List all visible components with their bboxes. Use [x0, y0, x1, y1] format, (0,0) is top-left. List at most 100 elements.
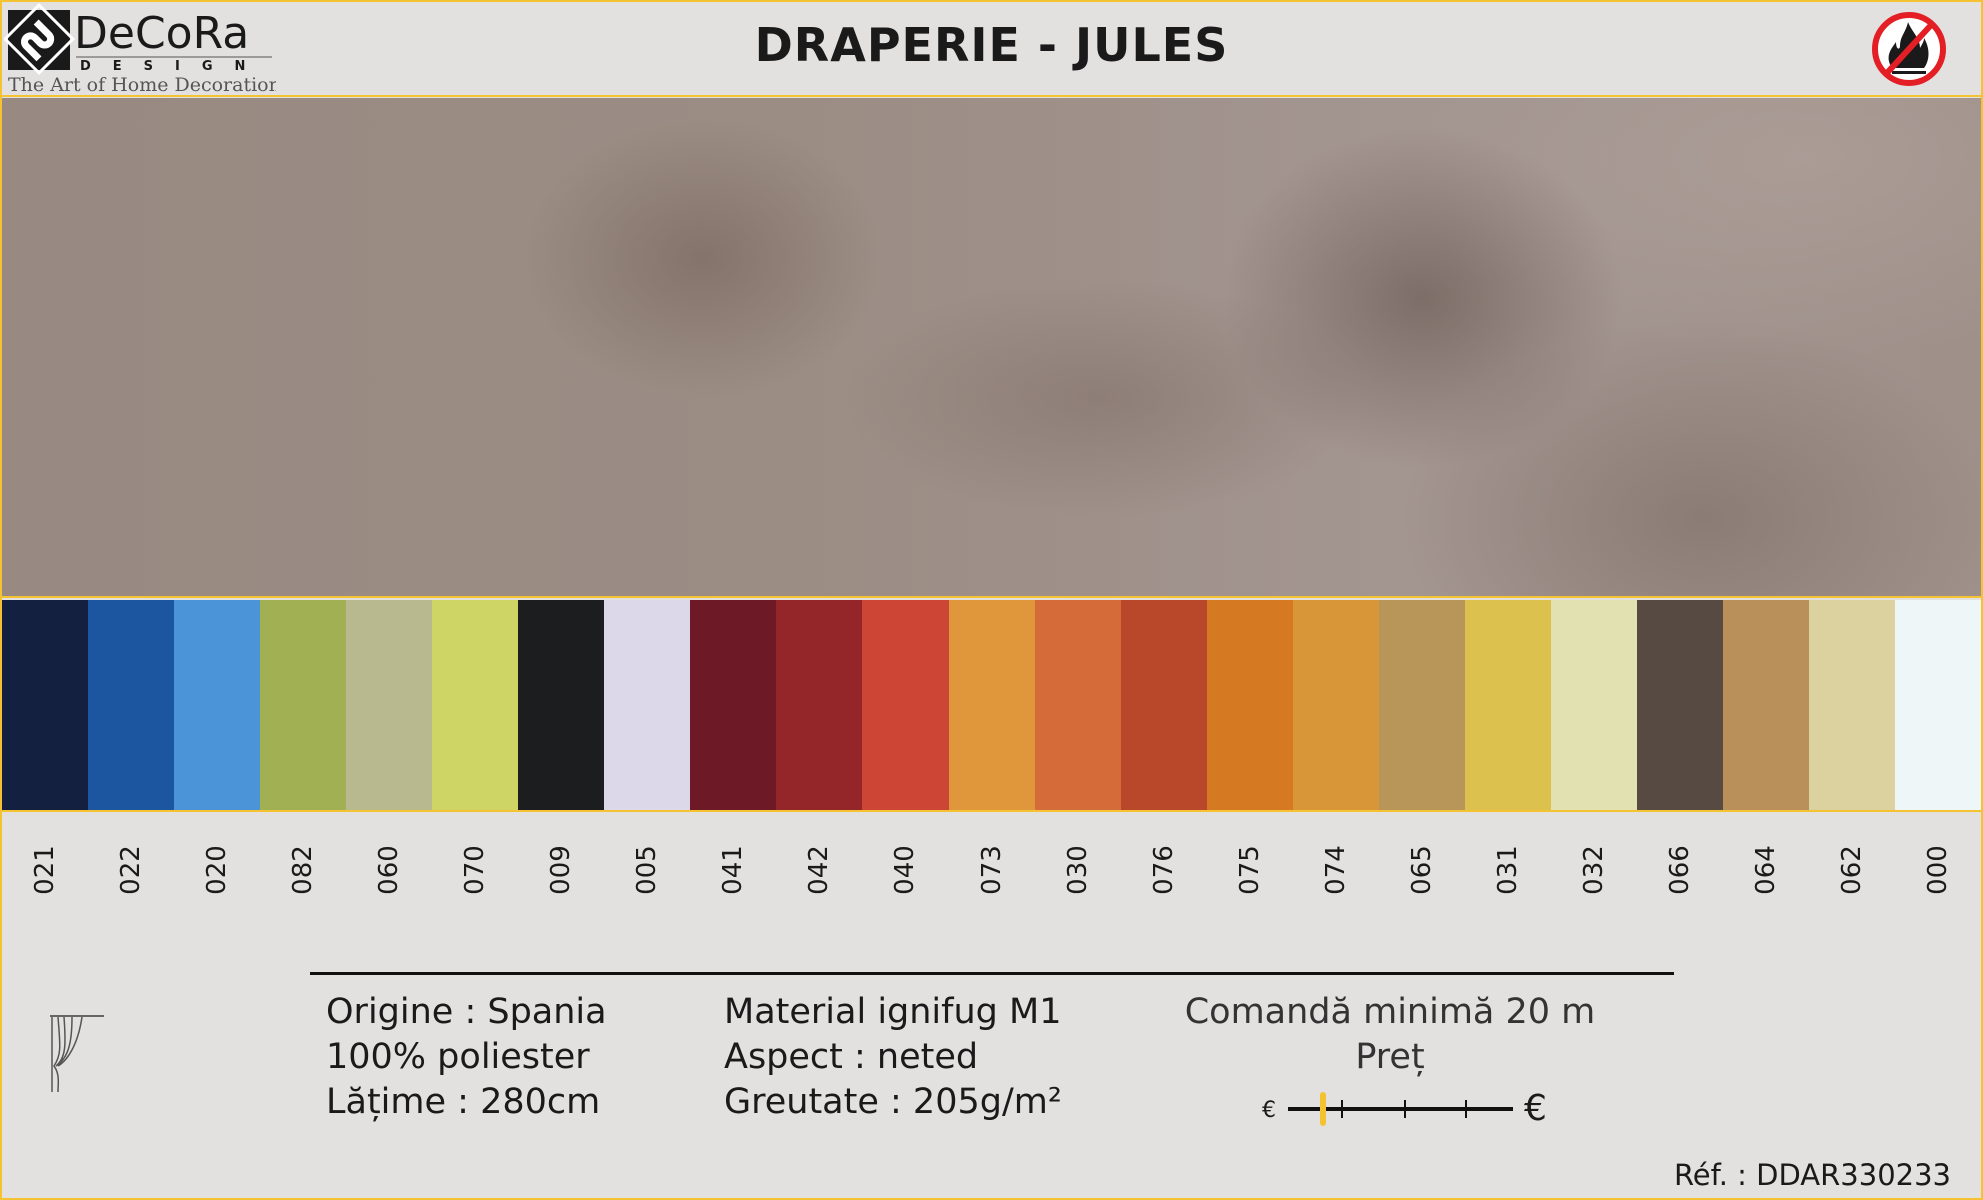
price-scale: € € [1262, 1088, 1562, 1130]
header: DeCoRa DESIGN The Art of Home Decoration… [0, 0, 1983, 97]
info-col-3: Comandă minimă 20 m Preț [1170, 990, 1610, 1080]
swatch-064 [1722, 600, 1809, 810]
no-fire-icon [1872, 12, 1946, 86]
swatch-code: 073 [976, 845, 1007, 895]
swatch-label: 073 [949, 830, 1035, 910]
swatch-code: 030 [1062, 845, 1093, 895]
swatch-code: 064 [1750, 845, 1781, 895]
svg-text:The Art of Home Decoration: The Art of Home Decoration [8, 74, 276, 96]
price-tick [1341, 1100, 1343, 1118]
divider [310, 972, 1674, 975]
swatch-code: 062 [1837, 845, 1867, 895]
page-title: DRAPERIE - JULES [754, 18, 1229, 72]
swatch-code: 066 [1664, 845, 1695, 895]
swatch-label: 031 [1465, 830, 1551, 910]
swatch-label: 074 [1293, 830, 1379, 910]
swatch-code: 000 [1923, 845, 1954, 895]
swatch-code: 075 [1234, 845, 1265, 895]
swatch-005 [604, 600, 691, 810]
swatch-009 [518, 600, 605, 810]
swatch-code: 076 [1148, 845, 1179, 895]
swatch-label: 041 [690, 830, 776, 910]
swatch-codes: 021 022 020 082 060 070 009 005 041 042 040 073 030 0… [2, 830, 1981, 910]
swatch-label: 032 [1551, 830, 1637, 910]
swatch-040 [862, 600, 949, 810]
aspect: Aspect : neted [724, 1037, 979, 1077]
swatch-066 [1636, 600, 1723, 810]
info-col-2: Material ignifug M1 Aspect : neted Greut… [724, 990, 1062, 1125]
swatch-065 [1378, 600, 1465, 810]
swatch-label: 070 [432, 830, 518, 910]
origin: Origine : Spania [326, 992, 607, 1032]
swatch-label: 042 [776, 830, 862, 910]
swatch-060 [346, 600, 433, 810]
svg-text:DeCoRa: DeCoRa [74, 8, 249, 59]
swatch-label: 065 [1379, 830, 1465, 910]
swatch-label: 000 [1895, 830, 1981, 910]
price-tick [1465, 1100, 1467, 1118]
swatch-070 [432, 600, 519, 810]
swatch-020 [174, 600, 261, 810]
swatch-label: 060 [346, 830, 432, 910]
swatch-082 [260, 600, 347, 810]
swatch-label: 030 [1035, 830, 1121, 910]
swatch-042 [776, 600, 863, 810]
fire-rating: Material ignifug M1 [724, 992, 1062, 1032]
swatch-041 [690, 600, 777, 810]
swatch-label: 064 [1723, 830, 1809, 910]
swatch-label: 009 [518, 830, 604, 910]
swatch-074 [1292, 600, 1379, 810]
swatch-label: 076 [1121, 830, 1207, 910]
swatch-022 [88, 600, 175, 810]
swatch-code: 082 [288, 845, 319, 895]
price-low-symbol: € [1262, 1098, 1276, 1123]
swatch-label: 062 [1809, 830, 1895, 910]
swatch-076 [1120, 600, 1207, 810]
swatch-code: 041 [718, 845, 749, 895]
swatch-code: 009 [546, 845, 577, 895]
swatch-code: 005 [632, 845, 663, 895]
swatch-030 [1034, 600, 1121, 810]
swatch-label: 020 [174, 830, 260, 910]
color-swatches [2, 600, 1982, 812]
swatch-021 [2, 600, 89, 810]
swatch-031 [1464, 600, 1551, 810]
width: Lățime : 280cm [326, 1082, 601, 1122]
swatch-062 [1808, 600, 1896, 810]
swatch-label: 021 [2, 830, 88, 910]
svg-text:DESIGN: DESIGN [80, 59, 267, 74]
swatch-code: 021 [30, 845, 61, 895]
decora-logo: DeCoRa DESIGN The Art of Home Decoration [4, 2, 276, 96]
price-marker [1320, 1092, 1326, 1126]
swatch-label: 066 [1637, 830, 1723, 910]
swatch-code: 022 [116, 845, 147, 895]
min-order: Comandă minimă 20 m [1184, 992, 1596, 1032]
swatch-032 [1550, 600, 1637, 810]
swatch-label: 082 [260, 830, 346, 910]
swatch-code: 020 [202, 845, 233, 895]
info-col-1: Origine : Spania 100% poliester Lățime :… [326, 990, 607, 1125]
swatch-code: 065 [1406, 845, 1437, 895]
price-label: Preț [1355, 1037, 1425, 1077]
price-track [1288, 1107, 1513, 1111]
curtain-icon [50, 1015, 104, 1093]
swatch-code: 060 [374, 845, 405, 895]
swatch-label: 005 [604, 830, 690, 910]
swatch-label: 040 [862, 830, 948, 910]
swatch-code: 032 [1578, 845, 1609, 895]
swatch-code: 040 [890, 845, 921, 895]
swatch-000 [1895, 600, 1982, 810]
swatch-075 [1206, 600, 1293, 810]
price-tick [1404, 1100, 1406, 1118]
swatch-label: 022 [88, 830, 174, 910]
swatch-code: 042 [804, 845, 835, 895]
swatch-code: 074 [1320, 845, 1351, 895]
composition: 100% poliester [326, 1037, 590, 1077]
price-high-symbol: € [1524, 1088, 1547, 1129]
weight: Greutate : 205g/m² [724, 1082, 1062, 1122]
fabric-photo [2, 98, 1981, 598]
swatch-073 [948, 600, 1035, 810]
swatch-code: 070 [460, 845, 491, 895]
reference-code: Réf. : DDAR330233 [1673, 1158, 1951, 1192]
swatch-code: 031 [1492, 845, 1523, 895]
